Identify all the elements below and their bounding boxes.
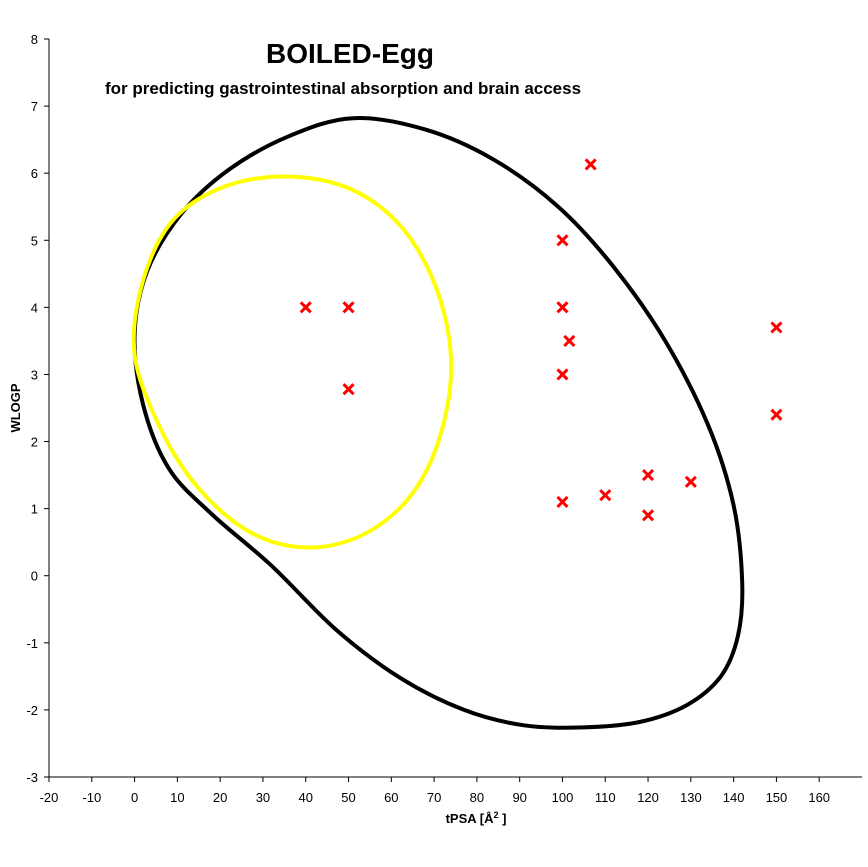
y-tick-label: -1 (26, 636, 38, 651)
data-point (770, 408, 783, 421)
data-point-stroke (770, 408, 783, 421)
data-point (584, 158, 597, 171)
x-tick-label: -20 (40, 790, 59, 805)
data-point-stroke (556, 234, 569, 247)
data-point-stroke (641, 509, 655, 522)
x-tick-label: 90 (512, 790, 526, 805)
y-tick-label: 4 (31, 300, 38, 315)
data-point-stroke (556, 368, 569, 381)
data-point-stroke (342, 383, 355, 396)
x-tick-label: 60 (384, 790, 398, 805)
data-point (770, 321, 783, 334)
x-tick-label: 150 (766, 790, 788, 805)
data-point (556, 234, 569, 247)
x-tick-label: 110 (595, 790, 616, 805)
y-tick-label: 0 (31, 569, 38, 584)
data-point-stroke (770, 321, 783, 334)
y-tick-label: 1 (31, 502, 38, 517)
chart-title: BOILED-Egg (266, 38, 434, 69)
data-point-stroke (641, 469, 655, 482)
x-tick-label: 120 (637, 790, 659, 805)
x-tick-label: 40 (299, 790, 313, 805)
x-tick-label: 80 (470, 790, 484, 805)
plot-regions (131, 116, 745, 730)
x-tick-label: 10 (170, 790, 184, 805)
y-tick-label: -3 (26, 770, 38, 785)
y-tick-label: 2 (31, 435, 38, 450)
x-tick-label: 130 (680, 790, 702, 805)
yolk-region-outline (131, 174, 454, 550)
x-tick-label: 50 (341, 790, 355, 805)
x-tick-label: 20 (213, 790, 227, 805)
data-point (299, 301, 312, 314)
data-point (342, 383, 355, 396)
data-point (563, 334, 576, 347)
x-tick-label: -10 (82, 790, 101, 805)
data-point-stroke (563, 334, 576, 347)
x-tick-label: 100 (552, 790, 574, 805)
data-point (556, 368, 569, 381)
y-tick-label: 6 (31, 166, 38, 181)
data-point-stroke (584, 158, 597, 171)
data-point-stroke (556, 301, 569, 314)
data-point (641, 509, 655, 522)
data-point-stroke (599, 489, 612, 502)
x-tick-label: 0 (131, 790, 138, 805)
data-point (342, 301, 355, 314)
x-axis-title-end: ] (498, 811, 506, 826)
x-tick-label: 140 (723, 790, 745, 805)
data-point-stroke (299, 301, 312, 314)
data-point (684, 475, 697, 488)
y-axis: -3 -2 -1 0 1 2 3 4 5 6 7 8 (26, 32, 50, 785)
x-tick-label: 160 (808, 790, 830, 805)
x-tick-label: 30 (256, 790, 270, 805)
data-points (299, 158, 783, 522)
x-axis-title-sup: 2 (493, 810, 498, 820)
y-tick-label: 5 (31, 233, 38, 248)
x-tick-label: 70 (427, 790, 441, 805)
chart-subtitle: for predicting gastrointestinal absorpti… (105, 79, 581, 98)
data-point-stroke (684, 475, 697, 488)
data-point-stroke (342, 301, 355, 314)
data-point (556, 301, 569, 314)
data-point (556, 495, 569, 508)
x-axis-title-main: tPSA [Å (446, 811, 495, 826)
data-point (641, 469, 655, 482)
y-tick-label: 8 (31, 32, 38, 47)
y-tick-label: 7 (31, 99, 38, 114)
data-point (599, 489, 612, 502)
y-axis-title: WLOGP (8, 383, 23, 432)
x-axis: -20 -10 0 10 20 30 40 50 60 70 80 90 100 110 120 130 140… (40, 776, 862, 805)
y-tick-label: 3 (31, 367, 38, 382)
y-tick-label: -2 (26, 703, 38, 718)
data-point-stroke (556, 495, 569, 508)
x-axis-title: tPSA [Å2 ] (446, 810, 507, 826)
white-region-outline (132, 116, 745, 730)
